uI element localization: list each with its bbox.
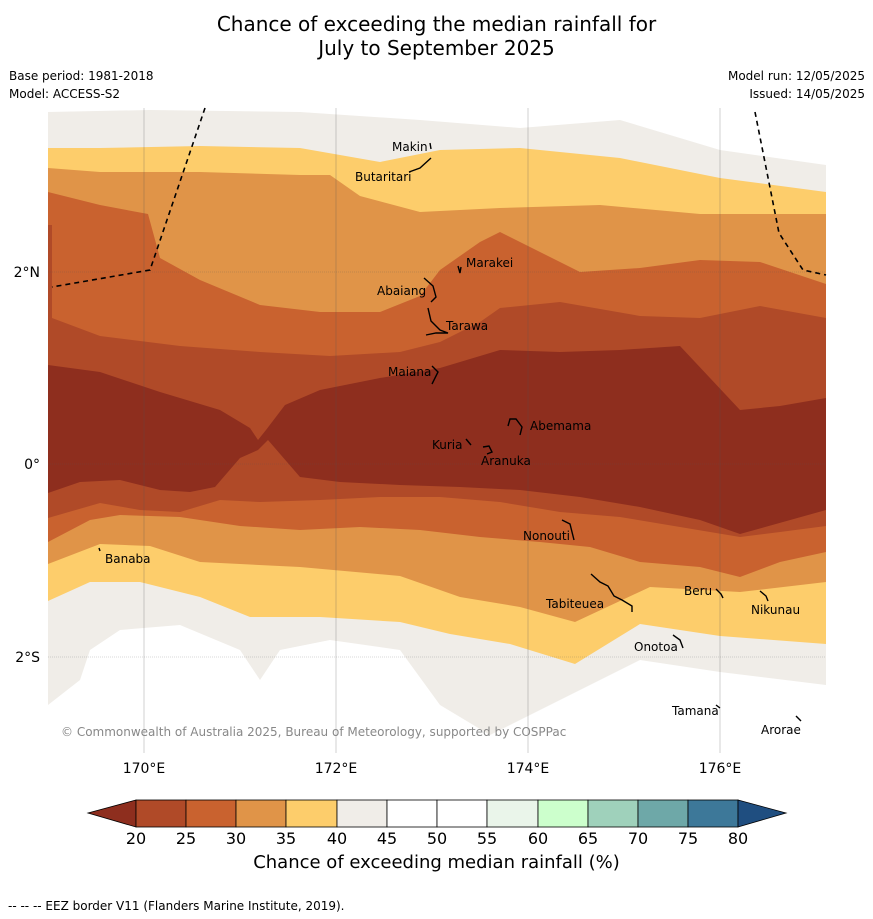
colorbar-bin-70-75 bbox=[637, 799, 689, 828]
label-makin: Makin bbox=[392, 140, 428, 154]
title-line-1: Chance of exceeding the median rainfall … bbox=[216, 12, 657, 36]
colorbar-tick-25: 25 bbox=[176, 829, 196, 848]
chart-title: Chance of exceeding the median rainfall … bbox=[0, 12, 873, 60]
colorbar: 20 25 30 35 40 45 50 55 60 65 70 75 80 bbox=[86, 799, 788, 848]
colorbar-tick-75: 75 bbox=[678, 829, 698, 848]
islands bbox=[98, 142, 802, 722]
colorbar-tick-35: 35 bbox=[276, 829, 296, 848]
issued-text: Issued: 14/05/2025 bbox=[749, 87, 865, 101]
title-line-2: July to September 2025 bbox=[318, 36, 555, 60]
gridlines bbox=[48, 108, 826, 753]
banaba-island-shape bbox=[98, 547, 101, 552]
longitude-labels: 170°E 172°E 174°E 176°E bbox=[123, 761, 742, 777]
marakei-island-shape bbox=[457, 265, 462, 274]
label-tamana: Tamana bbox=[671, 704, 719, 718]
eez-border-west bbox=[51, 107, 206, 288]
colorbar-tick-60: 60 bbox=[528, 829, 548, 848]
colorbar-tick-40: 40 bbox=[327, 829, 347, 848]
tamana-island-shape bbox=[715, 704, 721, 709]
nonouti-island-shape bbox=[561, 519, 575, 541]
probability-bands bbox=[48, 108, 826, 753]
label-maiana: Maiana bbox=[388, 365, 431, 379]
eez-footnote: -- -- -- EEZ border V11 (Flanders Marine… bbox=[8, 899, 345, 913]
colorbar-bin-30-35 bbox=[235, 799, 287, 828]
band-under-20 bbox=[48, 346, 826, 534]
colorbar-bin-35-40 bbox=[285, 799, 338, 828]
lon-label-172: 172°E bbox=[315, 761, 358, 777]
tabiteuea-island-shape bbox=[590, 573, 633, 612]
colorbar-ticks: 20 25 30 35 40 45 50 55 60 65 70 75 80 bbox=[126, 829, 748, 848]
abaiang-island-shape bbox=[423, 277, 437, 303]
abemama-island-shape bbox=[507, 418, 523, 436]
colorbar-tick-80: 80 bbox=[728, 829, 748, 848]
colorbar-bin-20-25 bbox=[135, 799, 187, 828]
lat-label-0: 0° bbox=[24, 457, 40, 473]
place-labels: Makin Butaritari Marakei Abaiang Tarawa … bbox=[105, 140, 801, 737]
label-marakei: Marakei bbox=[466, 256, 513, 270]
colorbar-bin-45-50 bbox=[386, 799, 438, 828]
aranuka-island-shape bbox=[482, 445, 493, 455]
run-info: Model run: 12/05/2025 Issued: 14/05/2025 bbox=[728, 67, 865, 103]
lon-label-170: 170°E bbox=[123, 761, 166, 777]
colorbar-over-triangle bbox=[737, 799, 788, 828]
label-nonouti: Nonouti bbox=[523, 529, 570, 543]
model-text: Model: ACCESS-S2 bbox=[9, 87, 121, 101]
label-tarawa: Tarawa bbox=[445, 319, 488, 333]
butaritari-island-shape bbox=[408, 157, 432, 173]
colorbar-bin-55-60 bbox=[486, 799, 539, 828]
makin-island-shape bbox=[429, 142, 432, 150]
label-kuria: Kuria bbox=[432, 438, 463, 452]
eez-border-east bbox=[754, 111, 827, 276]
label-abemama: Abemama bbox=[530, 419, 591, 433]
colorbar-tick-55: 55 bbox=[477, 829, 497, 848]
colorbar-label: Chance of exceeding median rainfall (%) bbox=[253, 852, 620, 873]
colorbar-tick-30: 30 bbox=[226, 829, 246, 848]
onotoa-island-shape bbox=[672, 634, 684, 649]
colorbar-bin-65-70 bbox=[587, 799, 639, 828]
colorbar-tick-50: 50 bbox=[427, 829, 447, 848]
tarawa-island-shape bbox=[425, 307, 449, 336]
maiana-island-shape bbox=[431, 365, 439, 385]
colorbar-bin-40-45 bbox=[336, 799, 388, 828]
nikunau-island-shape bbox=[759, 590, 769, 602]
label-beru: Beru bbox=[684, 584, 712, 598]
lat-label-2s: 2°S bbox=[15, 650, 40, 666]
label-banaba: Banaba bbox=[105, 552, 151, 566]
colorbar-bin-75-80 bbox=[687, 799, 739, 828]
label-tabiteuea: Tabiteuea bbox=[545, 597, 604, 611]
base-period-text: Base period: 1981-2018 bbox=[9, 69, 154, 83]
label-butaritari: Butaritari bbox=[355, 170, 412, 184]
label-arorae: Arorae bbox=[761, 723, 801, 737]
latitude-labels: 2°N 0° 2°S bbox=[14, 265, 41, 666]
copyright-notice: © Commonwealth of Australia 2025, Bureau… bbox=[61, 725, 566, 739]
colorbar-bin-60-65 bbox=[537, 799, 589, 828]
colorbar-tick-20: 20 bbox=[126, 829, 146, 848]
colorbar-bin-50-55 bbox=[436, 799, 488, 828]
colorbar-tick-70: 70 bbox=[628, 829, 648, 848]
kuria-island-shape bbox=[465, 438, 472, 446]
colorbar-bin-25-30 bbox=[185, 799, 237, 828]
colorbar-under-triangle bbox=[86, 799, 137, 828]
eez-border bbox=[51, 107, 827, 288]
label-aranuka: Aranuka bbox=[481, 454, 531, 468]
lat-label-2n: 2°N bbox=[14, 265, 40, 281]
arorae-island-shape bbox=[795, 715, 802, 722]
colorbar-tick-65: 65 bbox=[578, 829, 598, 848]
label-onotoa: Onotoa bbox=[634, 640, 678, 654]
label-abaiang: Abaiang bbox=[377, 284, 426, 298]
lon-label-174: 174°E bbox=[507, 761, 550, 777]
label-nikunau: Nikunau bbox=[751, 603, 800, 617]
base-period-info: Base period: 1981-2018 Model: ACCESS-S2 bbox=[9, 67, 154, 103]
lon-label-176: 176°E bbox=[699, 761, 742, 777]
model-run-text: Model run: 12/05/2025 bbox=[727, 69, 865, 83]
beru-island-shape bbox=[715, 588, 724, 599]
colorbar-tick-45: 45 bbox=[377, 829, 397, 848]
